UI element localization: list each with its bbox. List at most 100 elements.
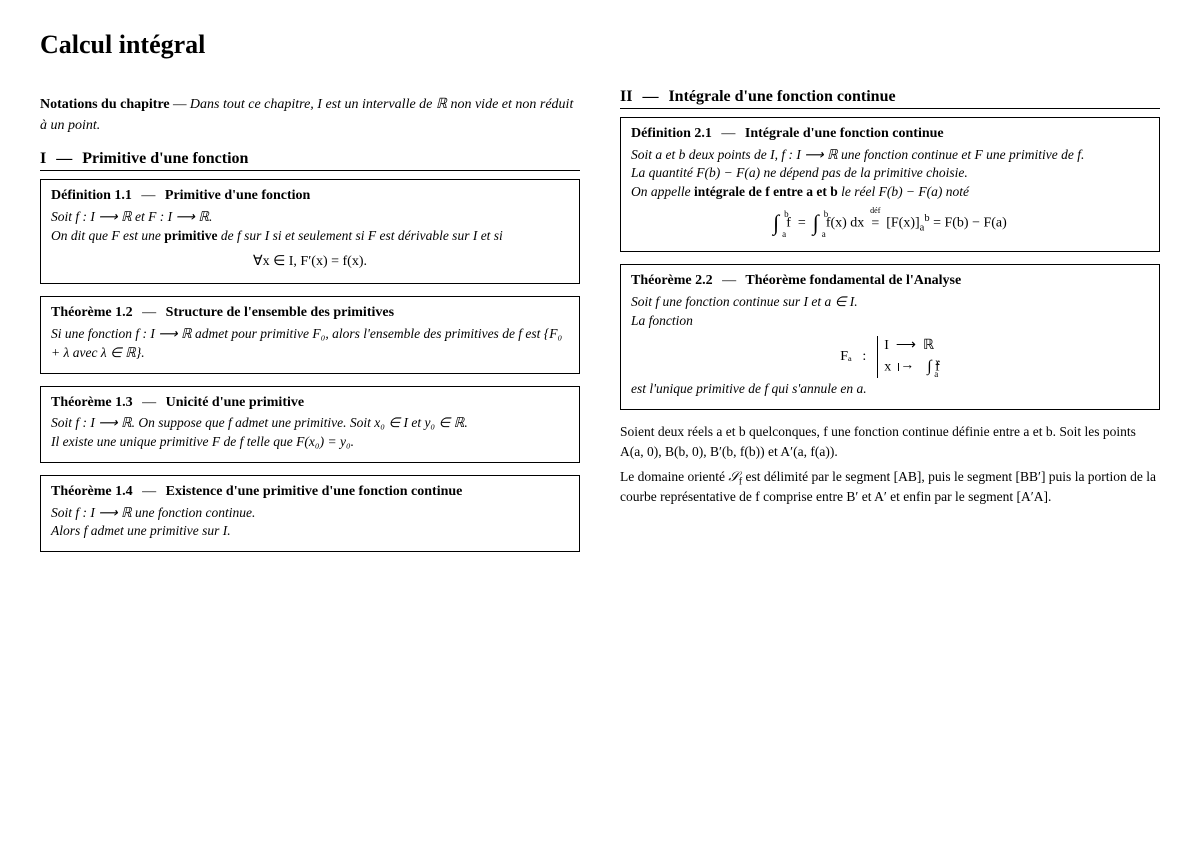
script-symbol: 𝒮 (728, 469, 738, 484)
text-line: Soit f une fonction continue sur I et a … (631, 293, 1149, 312)
section-num: I (40, 150, 46, 167)
chapter-note-label: Notations du chapitre (40, 97, 170, 112)
dash: — (721, 126, 735, 141)
box-num: Définition 2.1 (631, 126, 712, 141)
box-num: Théorème 2.2 (631, 273, 713, 288)
page-title: Calcul intégral (40, 30, 1160, 60)
dash: — (142, 395, 156, 410)
bold-term: intégrale de f entre a et b (694, 184, 838, 199)
box-title: Théorème 1.4 — Existence d'une primitive… (51, 482, 569, 502)
tail-paragraph-1: Soient deux réels a et b quelconques, f … (620, 422, 1160, 461)
box-name: Unicité d'une primitive (166, 395, 304, 410)
dash: — (722, 273, 736, 288)
box-body: Soit f : I ⟶ ℝ et F : I ⟶ ℝ. On dit que … (51, 208, 569, 271)
bound: b (824, 208, 829, 221)
dash: — (642, 88, 658, 105)
bound: b (924, 213, 929, 224)
section-num: II (620, 88, 632, 105)
text: On dit que F est une (51, 228, 164, 243)
integral-icon: ∫ax (927, 356, 931, 378)
text: Le domaine orienté (620, 469, 728, 484)
bound: x (935, 356, 940, 369)
section-1-heading: I — Primitive d'une fonction (40, 150, 580, 171)
dash: — (141, 188, 155, 203)
arrow-icon: ⟶ (896, 338, 916, 353)
theorem-1-2-box: Théorème 1.2 — Structure de l'ensemble d… (40, 296, 580, 373)
box-body: Soit f : I ⟶ ℝ une fonction continue. Al… (51, 504, 569, 542)
text-line: Soit a et b deux points de I, f : I ⟶ ℝ … (631, 146, 1149, 165)
dash: — (142, 305, 156, 320)
integral-icon: ∫ab (773, 208, 779, 239)
text-line: On dit que F est une primitive de f sur … (51, 227, 569, 246)
text: On appelle (631, 184, 694, 199)
section-2-heading: II — Intégrale d'une fonction continue (620, 88, 1160, 109)
formula: ∀x ∈ I, F′(x) = f(x). (51, 252, 569, 272)
theorem-1-4-box: Théorème 1.4 — Existence d'une primitive… (40, 475, 580, 552)
bound: a (934, 368, 938, 381)
text-line: Soit f : I ⟶ ℝ et F : I ⟶ ℝ. (51, 208, 569, 227)
box-title: Théorème 2.2 — Théorème fondamental de l… (631, 271, 1149, 291)
right-column: II — Intégrale d'une fonction continue D… (620, 88, 1160, 564)
arg: x (884, 359, 891, 374)
box-num: Théorème 1.4 (51, 484, 133, 499)
section-name: Primitive d'une fonction (82, 150, 248, 167)
bound: a (822, 228, 826, 241)
definition-1-1-box: Définition 1.1 — Primitive d'une fonctio… (40, 179, 580, 284)
theorem-2-2-box: Théorème 2.2 — Théorème fondamental de l… (620, 264, 1160, 410)
dash: — (173, 96, 187, 111)
box-num: Théorème 1.2 (51, 305, 133, 320)
text-line: On appelle intégrale de f entre a et b l… (631, 183, 1149, 202)
theorem-1-3-box: Théorème 1.3 — Unicité d'une primitive S… (40, 386, 580, 463)
bound: a (782, 228, 786, 241)
box-name: Intégrale d'une fonction continue (745, 126, 944, 141)
tail-paragraph-2: Le domaine orienté 𝒮f est délimité par l… (620, 467, 1160, 506)
text-line: Soit f : I ⟶ ℝ une fonction continue. (51, 504, 569, 523)
bound: a (920, 223, 925, 234)
text-line: Soit f : I ⟶ ℝ. On suppose que f admet u… (51, 414, 569, 433)
eq: = (798, 216, 806, 231)
box-name: Primitive d'une fonction (165, 188, 310, 203)
map-block: I ⟶ ℝ x ∫ax f (877, 336, 940, 378)
def-eq: = (871, 214, 879, 234)
box-name: Structure de l'ensemble des primitives (166, 305, 394, 320)
section-name: Intégrale d'une fonction continue (668, 88, 895, 105)
integral-formula: ∫ab f = ∫ab f(x) dx = [F(x)]ab = F(b) − … (631, 208, 1149, 239)
bracket: [F(x)] (886, 216, 919, 231)
box-body: Soit f : I ⟶ ℝ. On suppose que f admet u… (51, 414, 569, 452)
text-line: La quantité F(b) − F(a) ne dépend pas de… (631, 164, 1149, 183)
text: le réel F(b) − F(a) noté (838, 184, 969, 199)
rhs: = F(b) − F(a) (933, 216, 1007, 231)
bound: b (784, 208, 789, 221)
box-title: Théorème 1.2 — Structure de l'ensemble d… (51, 303, 569, 323)
box-title: Théorème 1.3 — Unicité d'une primitive (51, 393, 569, 413)
text-line: est l'unique primitive de f qui s'annule… (631, 380, 1149, 399)
box-num: Définition 1.1 (51, 188, 132, 203)
function-map: Fₐ : I ⟶ ℝ x ∫ax (631, 336, 1149, 378)
text-line: Alors f admet une primitive sur I. (51, 522, 569, 541)
box-name: Existence d'une primitive d'une fonction… (166, 484, 463, 499)
document-page: Calcul intégral Notations du chapitre — … (0, 0, 1200, 849)
text-line: Il existe une unique primitive F de f te… (51, 433, 569, 452)
box-title: Définition 1.1 — Primitive d'une fonctio… (51, 186, 569, 206)
left-column: Notations du chapitre — Dans tout ce cha… (40, 88, 580, 564)
definition-2-1-box: Définition 2.1 — Intégrale d'une fonctio… (620, 117, 1160, 252)
box-body: Soit a et b deux points de I, f : I ⟶ ℝ … (631, 146, 1149, 239)
two-column-layout: Notations du chapitre — Dans tout ce cha… (40, 88, 1160, 564)
text: de f sur I si et seulement si F est déri… (217, 228, 502, 243)
codomain: ℝ (923, 338, 934, 353)
chapter-notation: Notations du chapitre — Dans tout ce cha… (40, 94, 580, 136)
text-line: La fonction (631, 312, 1149, 331)
colon: : (862, 350, 866, 365)
box-name: Théorème fondamental de l'Analyse (745, 273, 961, 288)
bold-term: primitive (164, 228, 217, 243)
box-body: Soit f une fonction continue sur I et a … (631, 293, 1149, 400)
dash: — (56, 150, 72, 167)
box-body: Si une fonction f : I ⟶ ℝ admet pour pri… (51, 325, 569, 363)
box-num: Théorème 1.3 (51, 395, 133, 410)
domain: I (884, 338, 889, 353)
integrand: f(x) dx (826, 216, 865, 231)
integral-icon: ∫ab (813, 208, 819, 239)
dash: — (142, 484, 156, 499)
box-title: Définition 2.1 — Intégrale d'une fonctio… (631, 124, 1149, 144)
fn-name: Fₐ (840, 350, 852, 365)
